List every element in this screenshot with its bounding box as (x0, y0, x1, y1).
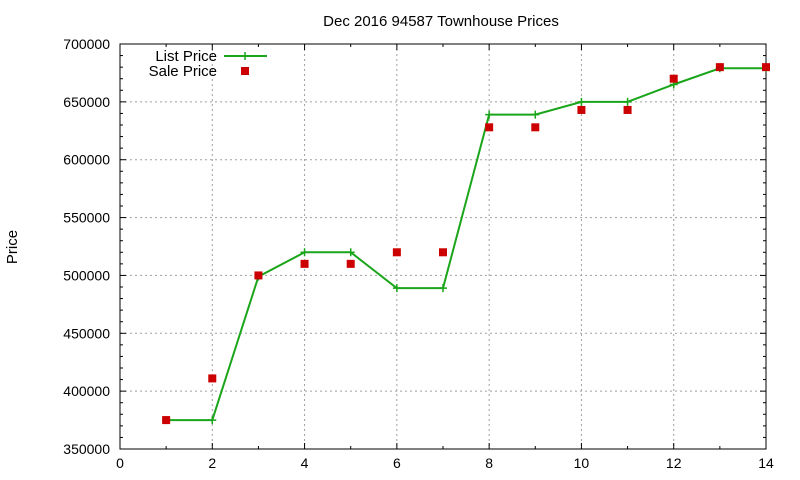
x-tick-label: 12 (666, 455, 682, 471)
list-price-point (392, 284, 401, 293)
sale-price-point (254, 271, 263, 280)
series-list-price (162, 64, 770, 425)
y-tick-label: 450000 (63, 325, 110, 341)
y-tick-label: 700000 (63, 36, 110, 52)
sale-price-point (669, 74, 678, 83)
x-tick-label: 10 (574, 455, 590, 471)
sale-price-point (208, 374, 217, 383)
y-tick-label: 600000 (63, 152, 110, 168)
y-tick-label: 550000 (63, 210, 110, 226)
list-price-point (485, 110, 494, 119)
list-price-point (439, 284, 447, 293)
sale-price-point (715, 63, 724, 72)
y-tick-label: 500000 (63, 267, 110, 283)
axes (119, 43, 767, 450)
sale-price-point (485, 123, 494, 132)
y-tick-label: 400000 (63, 383, 110, 399)
legend-label-list-price: List Price (155, 48, 217, 65)
sale-price-point (392, 248, 401, 257)
x-tick-label: 0 (116, 455, 124, 471)
x-tick-label: 2 (208, 455, 216, 471)
sale-price-point (531, 123, 540, 132)
series-sale-price (162, 63, 770, 425)
sale-price-point (623, 105, 632, 114)
legend-marker-list-price (241, 52, 249, 60)
grid (120, 44, 766, 449)
sale-price-point (439, 248, 447, 257)
sale-price-point (577, 105, 586, 114)
list-price-point (346, 248, 355, 257)
legend: List Price Sale Price (149, 48, 267, 80)
series (162, 63, 770, 425)
list-price-point (577, 97, 586, 106)
sale-price-point (762, 63, 770, 72)
sale-price-point (162, 416, 171, 425)
list-price-point (300, 248, 309, 257)
legend-label-sale-price: Sale Price (149, 63, 217, 80)
y-axis-title: Price (4, 230, 21, 264)
chart-title: Dec 2016 94587 Townhouse Prices (323, 13, 559, 30)
sale-price-point (346, 259, 355, 268)
list-price-point (623, 97, 632, 106)
y-tick-label: 350000 (63, 441, 110, 457)
plot-frame (119, 43, 767, 450)
y-tick-label: 650000 (63, 94, 110, 110)
x-tick-label: 14 (758, 455, 774, 471)
x-tick-label: 6 (393, 455, 401, 471)
tick-labels: 0 2 4 6 8 10 12 14 350000 400000 450000 500000 55000… (63, 36, 774, 471)
list-price-point (531, 110, 540, 119)
x-tick-label: 8 (485, 455, 493, 471)
legend-marker-sale-price (241, 67, 249, 75)
x-tick-label: 4 (301, 455, 309, 471)
list-price-point (208, 416, 217, 425)
list-price-line (166, 67, 766, 422)
sale-price-point (300, 259, 309, 268)
